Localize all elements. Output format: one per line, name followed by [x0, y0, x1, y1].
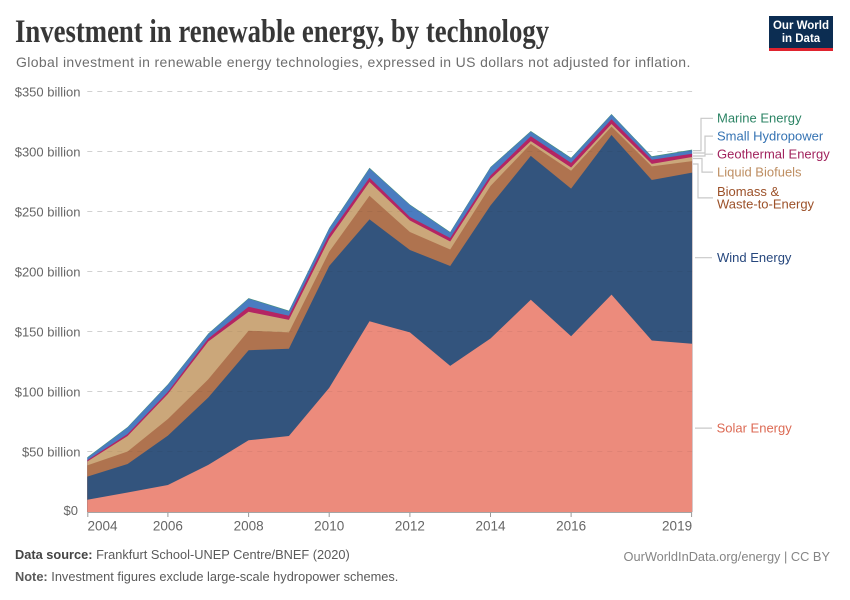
- svg-text:Liquid Biofuels: Liquid Biofuels: [717, 165, 802, 180]
- svg-text:Biomass &: Biomass &: [717, 184, 779, 199]
- svg-text:Small Hydropower: Small Hydropower: [717, 129, 824, 144]
- svg-text:2019: 2019: [662, 519, 692, 534]
- svg-text:2006: 2006: [153, 519, 183, 534]
- svg-text:2004: 2004: [88, 519, 119, 534]
- svg-text:Wind Energy: Wind Energy: [717, 250, 792, 265]
- svg-text:$250 billion: $250 billion: [15, 204, 81, 219]
- svg-text:$350 billion: $350 billion: [15, 84, 81, 99]
- svg-text:2014: 2014: [475, 519, 506, 534]
- svg-text:2008: 2008: [234, 519, 264, 534]
- svg-text:$300 billion: $300 billion: [15, 144, 81, 159]
- svg-text:Marine Energy: Marine Energy: [717, 111, 802, 126]
- svg-text:Waste-to-Energy: Waste-to-Energy: [717, 197, 815, 212]
- svg-text:2016: 2016: [556, 519, 586, 534]
- svg-text:Geothermal Energy: Geothermal Energy: [717, 147, 830, 162]
- svg-text:$200 billion: $200 billion: [15, 264, 81, 279]
- svg-text:$0: $0: [64, 503, 78, 518]
- svg-text:$50 billion: $50 billion: [22, 444, 81, 459]
- svg-text:2012: 2012: [395, 519, 425, 534]
- svg-text:$100 billion: $100 billion: [15, 384, 81, 399]
- svg-text:Solar Energy: Solar Energy: [717, 420, 793, 435]
- svg-text:$150 billion: $150 billion: [15, 324, 81, 339]
- svg-text:2010: 2010: [314, 519, 344, 534]
